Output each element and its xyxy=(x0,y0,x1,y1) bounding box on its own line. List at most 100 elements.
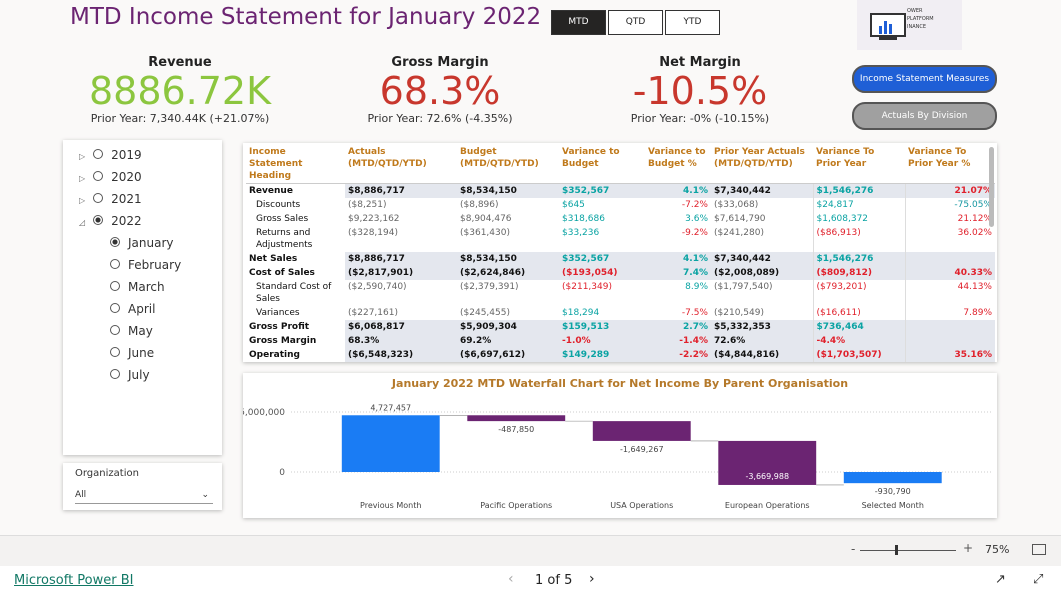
table-row: Gross Profit $6,068,817 $5,909,304 $159,513… xyxy=(246,320,995,334)
chart: January 2022 MTD Waterfall Chart for Net… xyxy=(239,377,993,510)
year-item[interactable]: ▷ 2019 xyxy=(79,148,142,162)
prev-page[interactable]: ‹ xyxy=(508,571,514,587)
period-button[interactable]: MTD xyxy=(551,10,606,35)
cell: 2.7% xyxy=(645,320,711,334)
cell: $7,340,442 xyxy=(711,183,813,198)
cell: ($245,455) xyxy=(460,308,510,318)
radio xyxy=(110,281,120,291)
data-label: -487,850 xyxy=(498,425,534,434)
cell: ($241,280) xyxy=(714,228,764,238)
data-label: -930,790 xyxy=(875,487,911,496)
year-item[interactable]: ▷ 2020 xyxy=(79,170,142,184)
fit-button[interactable] xyxy=(1032,544,1046,555)
kpi-card: Revenue 8886.72K Prior Year: 7,340.44K (+2… xyxy=(60,50,300,125)
zoom-out[interactable]: - xyxy=(851,542,856,556)
row-heading: Standard Cost of Sales xyxy=(256,282,332,304)
month-label: June xyxy=(128,346,155,360)
row-heading: Returns and Adjustments xyxy=(256,228,313,250)
column-header: Income Statement Heading xyxy=(246,145,345,184)
period-button[interactable]: YTD xyxy=(665,10,720,35)
cell xyxy=(904,320,995,334)
dropdown[interactable]: All ⌄ xyxy=(75,487,213,504)
cell: ($6,697,612) xyxy=(457,348,559,362)
period-button[interactable]: QTD xyxy=(608,10,663,35)
cell: 3.6% xyxy=(685,214,708,224)
zoom-in[interactable]: + xyxy=(963,541,974,555)
data-label: -3,669,988 xyxy=(745,472,789,481)
month-item[interactable]: May xyxy=(110,324,153,338)
share[interactable]: ↗ xyxy=(995,572,1006,587)
cell: ($2,590,740) xyxy=(348,282,407,292)
cell: ($1,797,540) xyxy=(714,282,773,292)
row-heading: Gross Profit xyxy=(249,322,310,332)
radio xyxy=(110,325,120,335)
year-label: 2019 xyxy=(111,148,142,162)
row-heading: Variances xyxy=(256,308,300,318)
nav-button[interactable]: Income Statement Measures xyxy=(852,65,997,93)
radio xyxy=(110,347,120,357)
radio xyxy=(110,303,120,313)
cell: $1,546,276 xyxy=(812,183,905,198)
month-item[interactable]: February xyxy=(110,258,181,272)
next-page[interactable]: › xyxy=(589,571,595,587)
cell: -7.2% xyxy=(681,200,708,210)
month-label: July xyxy=(128,368,150,382)
radio xyxy=(93,149,104,159)
row-heading: Discounts xyxy=(256,200,301,210)
logo-text: INANCE xyxy=(907,24,927,30)
x-tick-label: Selected Month xyxy=(862,501,924,510)
cell: 7.4% xyxy=(645,266,711,280)
radio xyxy=(93,171,104,181)
cell: ($210,549) xyxy=(714,308,764,318)
row-heading: Net Sales xyxy=(249,254,298,264)
month-item[interactable]: April xyxy=(110,302,155,316)
logo-icon xyxy=(870,13,906,40)
cell: 21.07% xyxy=(904,183,995,198)
x-tick-label: European Operations xyxy=(725,501,810,510)
bar xyxy=(341,415,440,472)
month-item[interactable]: June xyxy=(110,346,154,360)
table-row: Operating Expenses ($6,548,323)($6,697,61… xyxy=(246,348,995,362)
row-heading: Gross Margin xyxy=(249,336,317,346)
year-item[interactable]: ◿ 2022 xyxy=(79,214,142,228)
cell: $8,534,150 xyxy=(457,183,559,198)
row-heading: Revenue xyxy=(249,186,293,196)
cell: ($793,201) xyxy=(812,280,905,306)
cell xyxy=(904,334,995,348)
logo: OWER PLATFORM INANCE xyxy=(857,0,962,50)
expand-icon: ▷ xyxy=(79,174,86,183)
slicer-title: Organization xyxy=(75,468,139,479)
radio xyxy=(110,259,120,269)
nav-button[interactable]: Actuals By Division xyxy=(852,102,997,130)
month-label: May xyxy=(128,324,153,338)
brand-link[interactable]: Microsoft Power BI xyxy=(14,573,134,588)
radio xyxy=(110,369,120,379)
table-row: Revenue $8,886,717 $8,534,150 $352,567 4.1% $… xyxy=(246,183,995,198)
zoom-slider[interactable] xyxy=(860,550,956,551)
row-heading: Gross Sales xyxy=(256,214,309,224)
date-slicer: ▷ 2019 ▷ 2020 ▷ 2021 ◿ 2022 January February March… xyxy=(63,140,222,455)
row-heading: Cost of Sales xyxy=(249,268,315,278)
cell: $1,608,372 xyxy=(812,212,905,226)
cell: 35.16% xyxy=(904,348,995,362)
radio xyxy=(110,237,120,247)
header-row: Income Statement Heading Actuals (MTD/QTD… xyxy=(246,145,995,184)
cell: ($328,194) xyxy=(348,228,398,238)
cell: 4.1% xyxy=(645,252,711,266)
month-item[interactable]: January xyxy=(110,236,174,250)
month-item[interactable]: July xyxy=(110,368,150,382)
cell: -4.4% xyxy=(812,334,905,348)
kpi-value: -10.5% xyxy=(632,69,768,113)
fullscreen[interactable]: ⤢ xyxy=(1033,572,1044,587)
zoom-thumb[interactable] xyxy=(895,545,898,555)
column-header: Variance To Prior Year % xyxy=(905,145,995,184)
period-buttons: MTD QTD YTD xyxy=(551,10,722,35)
kpi-title: Gross Margin xyxy=(391,55,489,70)
table: Income Statement Heading Actuals (MTD/QTD… xyxy=(246,145,995,362)
organization-slicer: Organization All ⌄ xyxy=(63,463,222,510)
bar xyxy=(718,440,817,485)
cell: 68.3% xyxy=(345,334,457,348)
year-item[interactable]: ▷ 2021 xyxy=(79,192,142,206)
expand-icon: ◿ xyxy=(79,218,86,227)
month-item[interactable]: March xyxy=(110,280,165,294)
